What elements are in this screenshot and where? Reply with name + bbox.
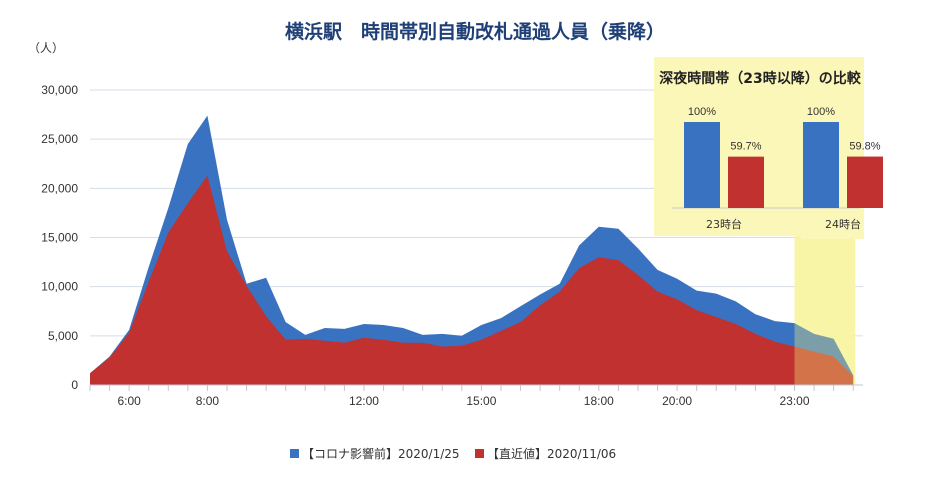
x-tick-label: 15:00 bbox=[466, 394, 496, 408]
legend-swatch bbox=[475, 449, 484, 458]
legend-label: 【コロナ影響前】2020/1/25 bbox=[302, 446, 460, 461]
x-tick-label: 12:00 bbox=[349, 394, 379, 408]
inset-bar-label: 59.8% bbox=[849, 141, 880, 153]
x-tick-label: 6:00 bbox=[117, 394, 141, 408]
y-tick-label: 5,000 bbox=[48, 329, 78, 343]
inset-bar bbox=[728, 156, 764, 208]
y-tick-label: 20,000 bbox=[41, 181, 78, 195]
legend-label: 【直近値】2020/11/06 bbox=[487, 446, 616, 461]
inset-bar-label: 100% bbox=[807, 106, 835, 118]
series-area-1 bbox=[90, 175, 854, 385]
chart-title: 横浜駅 時間帯別自動改札通過人員（乗降） bbox=[285, 20, 665, 43]
inset-connector bbox=[801, 236, 864, 239]
inset-bar bbox=[803, 122, 839, 208]
y-tick-label: 15,000 bbox=[41, 231, 78, 245]
x-tick-label: 20:00 bbox=[662, 394, 692, 408]
inset-title: 深夜時間帯（23時以降）の比較 bbox=[659, 70, 861, 87]
x-tick-label: 23:00 bbox=[779, 394, 809, 408]
inset-bar-label: 59.7% bbox=[730, 141, 761, 153]
x-tick-label: 18:00 bbox=[584, 394, 614, 408]
legend-swatch bbox=[290, 449, 299, 458]
inset-category-label: 23時台 bbox=[706, 217, 742, 231]
inset-bar bbox=[847, 156, 883, 208]
y-tick-label: 10,000 bbox=[41, 280, 78, 294]
y-tick-label: 0 bbox=[71, 378, 78, 392]
late-night-highlight-overlay bbox=[794, 236, 856, 385]
x-tick-label: 8:00 bbox=[196, 394, 220, 408]
y-axis-unit: （人） bbox=[28, 41, 64, 55]
inset-category-label: 24時台 bbox=[825, 217, 861, 231]
y-tick-label: 25,000 bbox=[41, 132, 78, 146]
y-tick-label: 30,000 bbox=[41, 83, 78, 97]
inset-bar bbox=[684, 122, 720, 208]
inset-bar-label: 100% bbox=[688, 106, 716, 118]
